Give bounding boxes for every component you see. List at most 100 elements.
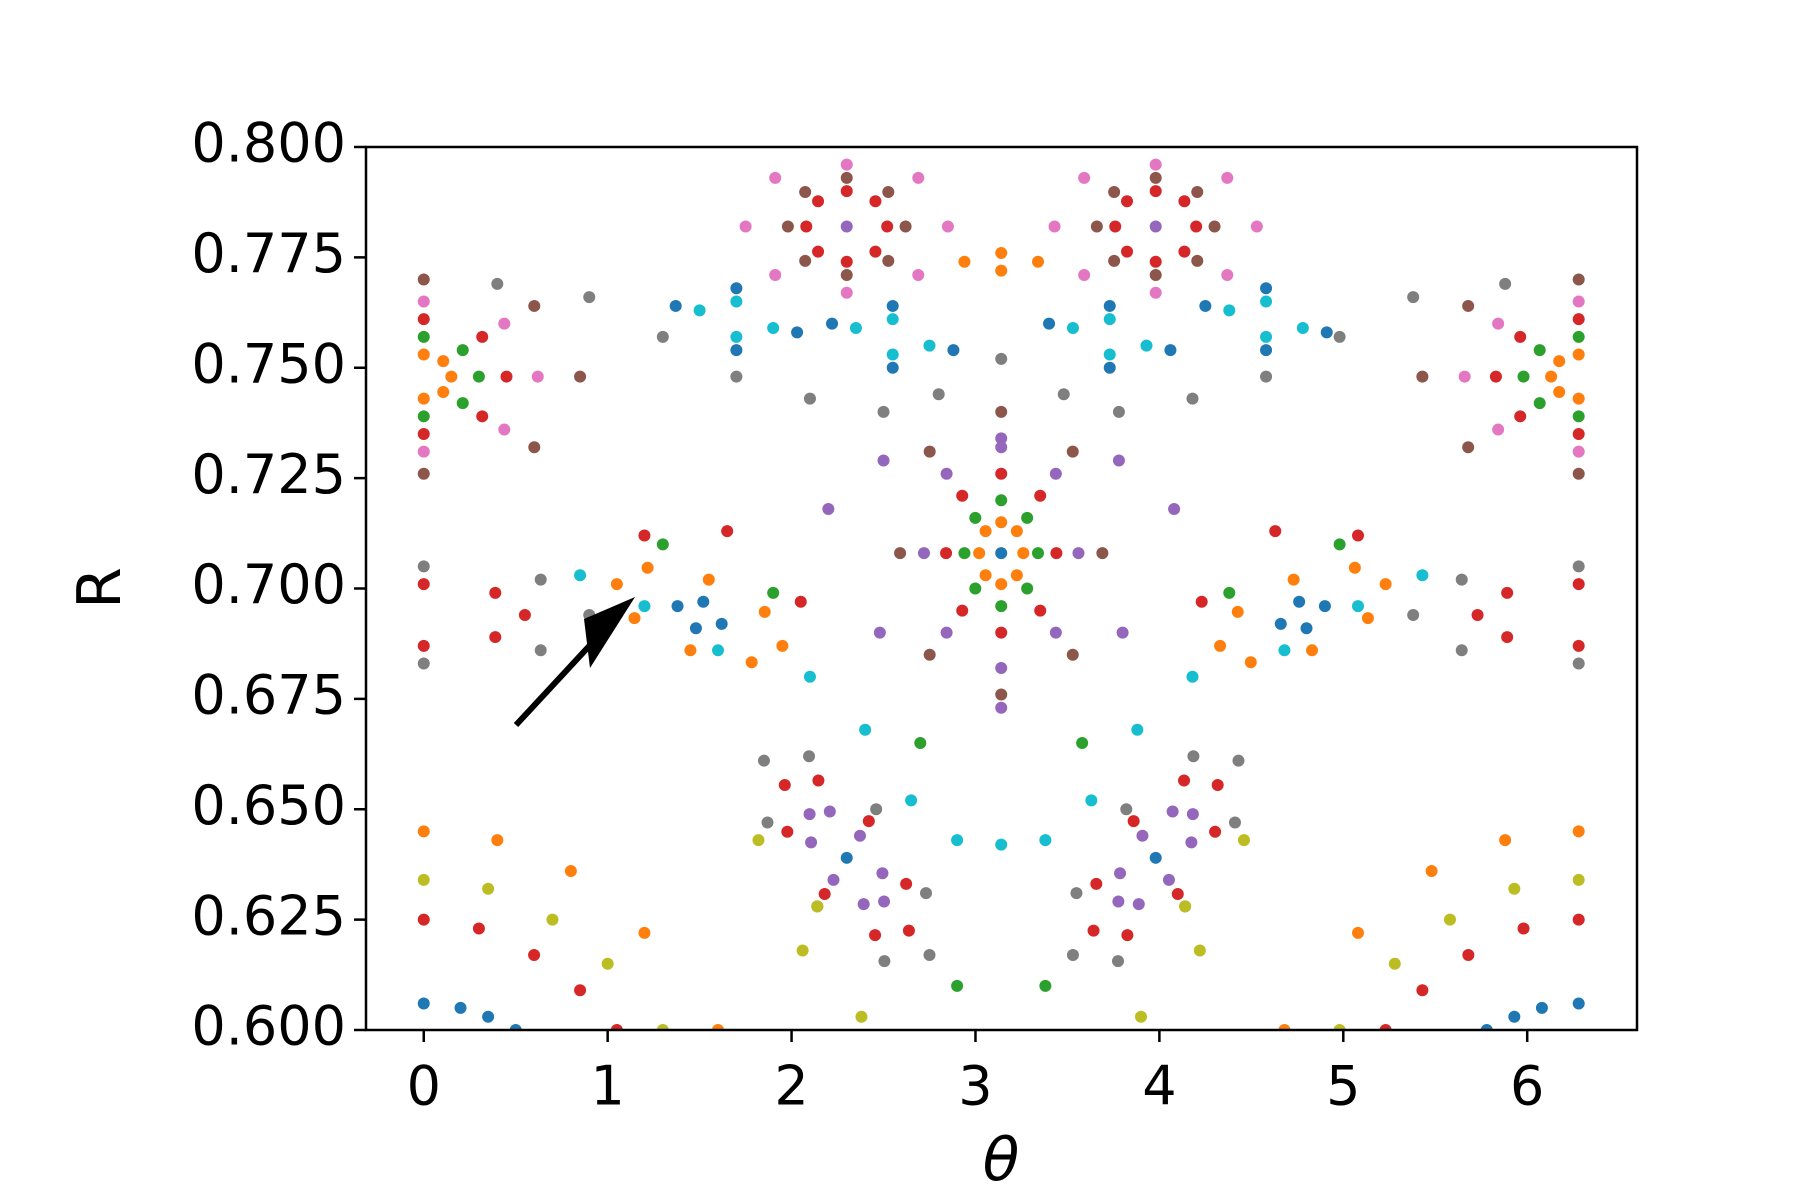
point xyxy=(1320,326,1333,339)
orbit xyxy=(417,348,1585,405)
point xyxy=(778,778,791,791)
orbit xyxy=(656,538,1346,992)
point xyxy=(1221,269,1234,282)
point xyxy=(956,489,969,502)
point xyxy=(745,656,758,669)
point xyxy=(923,948,936,961)
point xyxy=(693,304,706,317)
point xyxy=(1333,538,1346,551)
point xyxy=(454,1001,467,1014)
point xyxy=(628,612,641,625)
point xyxy=(1186,392,1199,405)
point xyxy=(1149,851,1162,864)
point xyxy=(1134,1010,1147,1023)
point xyxy=(811,900,824,913)
point xyxy=(812,245,825,258)
point xyxy=(1278,1024,1291,1030)
point xyxy=(715,617,728,630)
point xyxy=(869,245,882,258)
point xyxy=(995,688,1008,701)
point xyxy=(1352,600,1365,613)
point xyxy=(791,326,804,339)
point xyxy=(1572,560,1585,573)
point xyxy=(1274,617,1287,630)
point xyxy=(417,578,430,591)
point xyxy=(1296,322,1309,335)
point xyxy=(417,410,430,423)
point xyxy=(500,370,513,383)
point xyxy=(1492,423,1505,436)
point xyxy=(920,887,933,900)
point xyxy=(803,808,816,821)
point xyxy=(1050,547,1063,560)
point xyxy=(826,317,839,330)
point xyxy=(1407,291,1420,304)
point xyxy=(574,569,587,582)
point xyxy=(899,220,912,233)
point xyxy=(1178,245,1191,258)
y-tick-label: 0.800 xyxy=(191,112,346,175)
point xyxy=(671,600,684,613)
x-axis-label: θ xyxy=(983,1125,1020,1195)
point xyxy=(979,569,992,582)
point xyxy=(769,171,782,184)
point xyxy=(1164,344,1177,357)
point xyxy=(840,158,853,171)
point xyxy=(941,220,954,233)
point xyxy=(656,330,669,343)
point xyxy=(1214,639,1227,652)
point xyxy=(1508,1010,1521,1023)
point xyxy=(840,171,853,184)
point xyxy=(610,1024,623,1030)
point xyxy=(995,661,1008,674)
point xyxy=(656,1024,669,1030)
orbit xyxy=(800,185,1203,268)
point xyxy=(1208,220,1221,233)
point xyxy=(534,644,547,657)
point xyxy=(1121,245,1134,258)
point xyxy=(1480,1024,1493,1030)
point xyxy=(855,1010,868,1023)
point xyxy=(1149,255,1162,268)
point xyxy=(641,561,654,574)
point xyxy=(1066,648,1079,661)
point xyxy=(958,547,971,560)
point xyxy=(951,979,964,992)
point xyxy=(827,873,840,886)
point xyxy=(712,644,725,657)
point xyxy=(940,467,953,480)
point xyxy=(940,547,953,560)
y-tick-label: 0.650 xyxy=(191,774,346,837)
point xyxy=(1178,774,1191,787)
point xyxy=(531,370,544,383)
point xyxy=(437,355,450,368)
point xyxy=(1090,220,1103,233)
orbit xyxy=(417,913,1585,1030)
point xyxy=(712,1024,725,1030)
point xyxy=(417,295,430,308)
point xyxy=(1407,608,1420,621)
point xyxy=(1231,605,1244,618)
point xyxy=(1057,388,1070,401)
point xyxy=(1244,656,1257,669)
point xyxy=(689,622,702,635)
point xyxy=(1572,313,1585,326)
point xyxy=(805,836,818,849)
point xyxy=(417,873,430,886)
point xyxy=(995,264,1008,277)
point xyxy=(873,626,886,639)
point xyxy=(1501,586,1514,599)
point xyxy=(1572,873,1585,886)
orbit xyxy=(417,825,1585,1030)
point xyxy=(1049,467,1062,480)
point xyxy=(767,322,780,335)
point xyxy=(1455,573,1468,586)
point xyxy=(1039,834,1052,847)
point xyxy=(1250,220,1263,233)
point xyxy=(1209,825,1222,838)
point xyxy=(840,185,853,198)
point xyxy=(799,254,812,267)
point xyxy=(1416,569,1429,582)
point xyxy=(1223,304,1236,317)
